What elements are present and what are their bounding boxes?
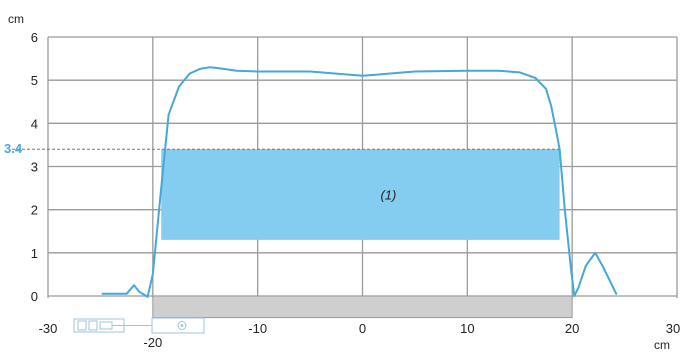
ground-bar [152, 295, 573, 319]
x-tick-label: -10 [248, 321, 267, 336]
tick-labels: 0 1 2 3 4 5 6 -30 -20 -10 0 10 20 30 cm cm [8, 12, 680, 352]
y-tick-label: 6 [31, 30, 38, 45]
sensor-probe-icon [73, 317, 205, 334]
reference-label: 3.4 [4, 141, 23, 156]
axes [152, 295, 573, 319]
x-tick-label: 30 [666, 321, 680, 336]
x-tick-label: 10 [460, 321, 474, 336]
y-tick-label: 4 [31, 116, 38, 131]
grid [47, 36, 678, 298]
highlight-band [161, 149, 560, 240]
series-layer [101, 66, 618, 298]
y-tick-label: 0 [31, 289, 38, 304]
y-tick-label: 3 [31, 160, 38, 175]
x-tick-label: -30 [39, 321, 58, 336]
x-tick-label: -20 [143, 335, 162, 350]
series-line-0 [101, 66, 618, 298]
y-axis-unit: cm [8, 12, 24, 26]
x-tick-label: 0 [359, 321, 366, 336]
band-layer: (1) [161, 149, 560, 240]
band-label: (1) [380, 188, 396, 203]
y-tick-label: 2 [31, 203, 38, 218]
reference-layer: 3.4 [4, 141, 560, 156]
y-tick-label: 5 [31, 73, 38, 88]
x-tick-label: 20 [565, 321, 579, 336]
y-tick-label: 1 [31, 246, 38, 261]
x-axis-unit: cm [654, 338, 670, 352]
